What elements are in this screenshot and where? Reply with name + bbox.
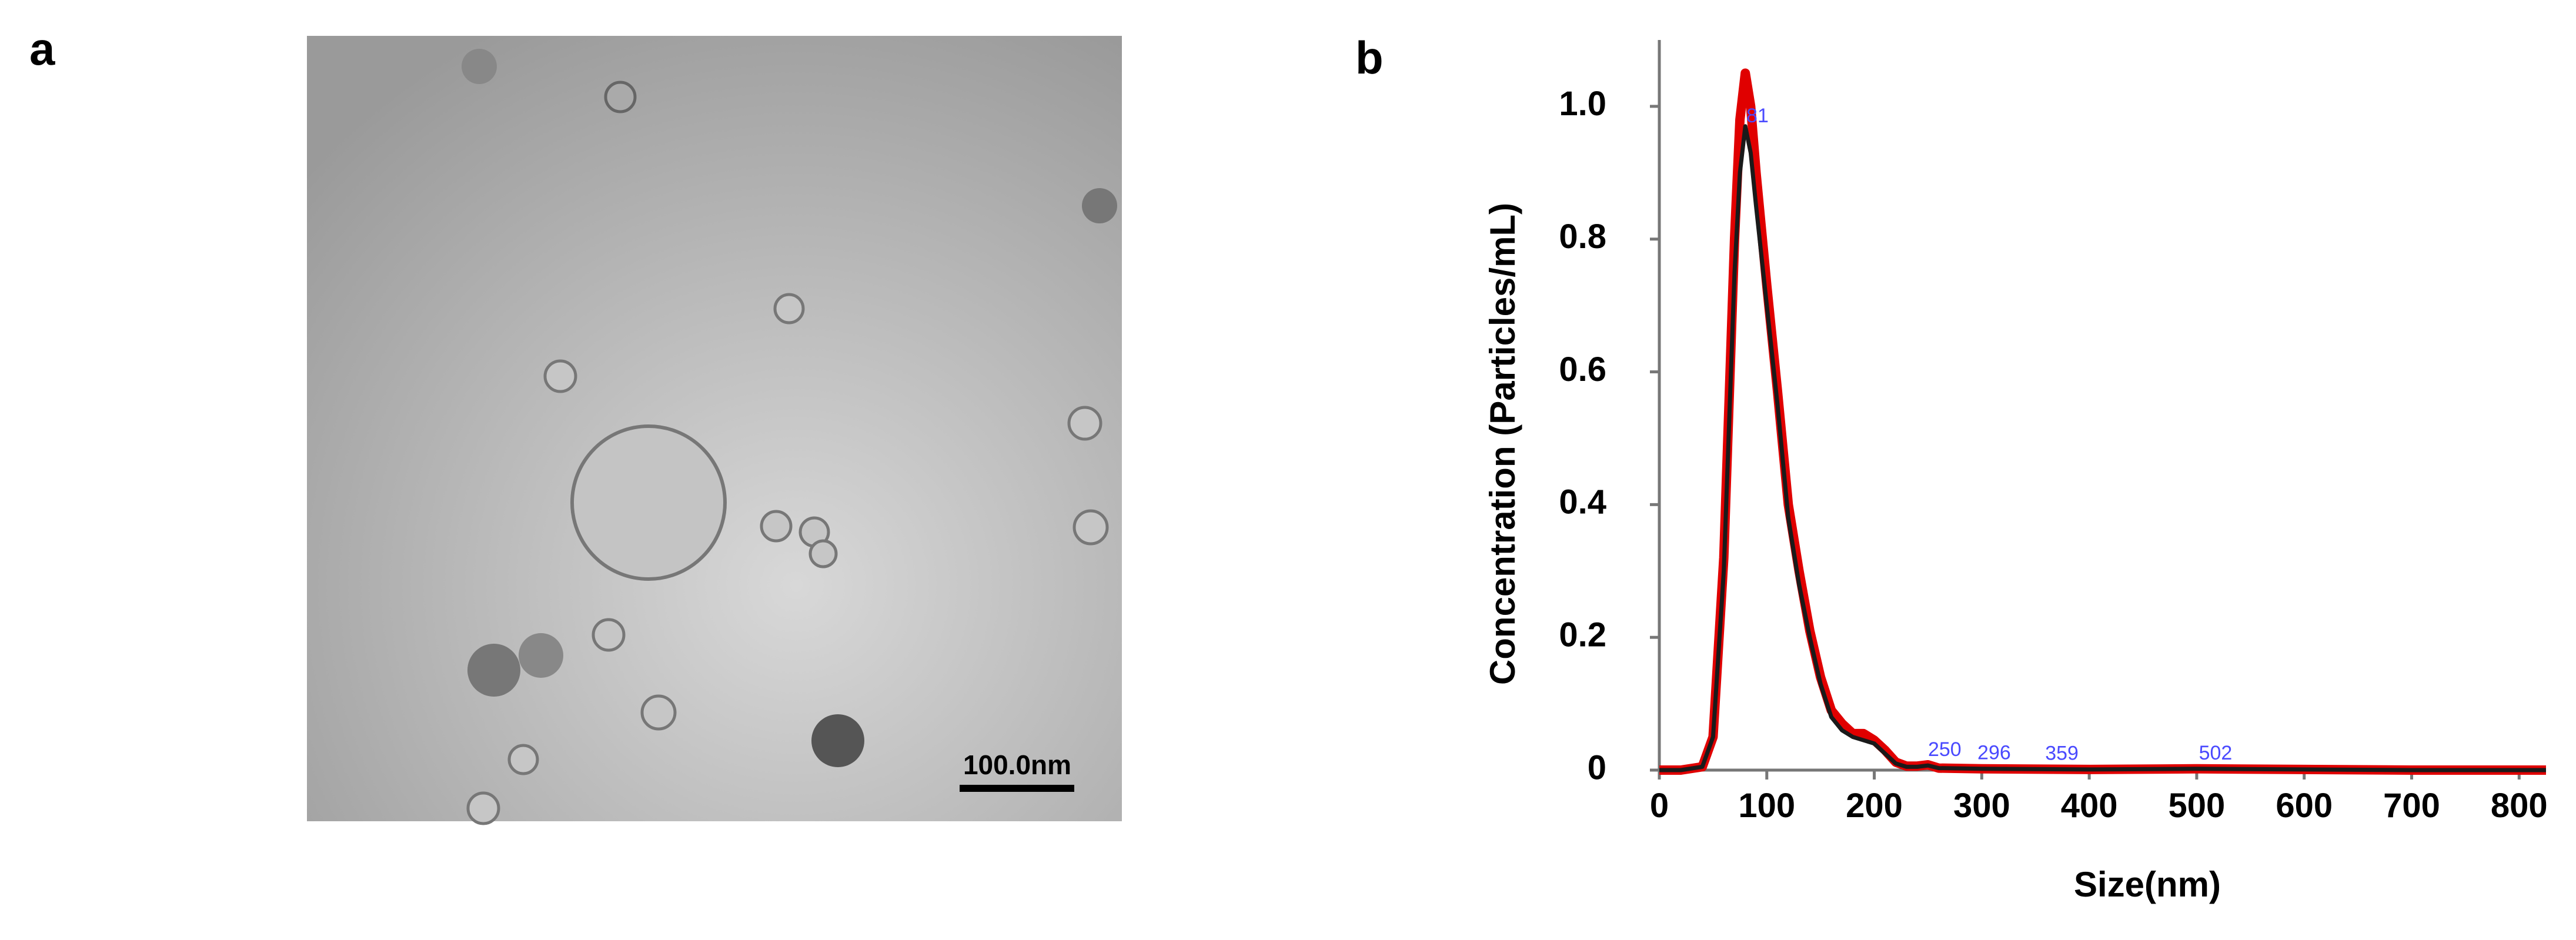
x-tick-label: 200 bbox=[1846, 787, 1903, 825]
x-tick-label: 0 bbox=[1650, 787, 1669, 825]
y-axis-title: Concentration (Particles/mL) bbox=[1483, 203, 1522, 685]
x-tick-label: 500 bbox=[2169, 787, 2226, 825]
peak-label: 81 bbox=[1746, 105, 1769, 127]
scale-bar-label: 100.0nm bbox=[963, 750, 1071, 780]
peak-label: 250 bbox=[1928, 738, 1962, 761]
panel-label: a bbox=[29, 23, 55, 75]
y-tick-label: 0.2 bbox=[1559, 616, 1606, 654]
x-tick-label: 700 bbox=[2383, 787, 2440, 825]
x-tick-label: 400 bbox=[2061, 787, 2118, 825]
scale-bar: 100.0nm bbox=[960, 750, 1074, 792]
micrograph bbox=[307, 36, 1122, 825]
panel-label: b bbox=[1355, 32, 1384, 83]
x-tick-label: 800 bbox=[2491, 787, 2548, 825]
x-tick-label: 100 bbox=[1738, 787, 1795, 825]
x-axis-title: Size(nm) bbox=[2074, 865, 2221, 904]
peak-label: 502 bbox=[2199, 742, 2233, 764]
peak-label: 296 bbox=[1977, 742, 2011, 764]
y-tick-label: 0.8 bbox=[1559, 218, 1606, 256]
y-tick-label: 0.4 bbox=[1559, 483, 1606, 521]
x-tick-label: 600 bbox=[2276, 787, 2333, 825]
y-tick-label: 1.0 bbox=[1559, 85, 1606, 123]
series-line bbox=[1659, 124, 2546, 772]
y-tick-label: 0.6 bbox=[1559, 350, 1606, 389]
peak-label: 359 bbox=[2045, 742, 2079, 764]
x-tick-label: 300 bbox=[1953, 787, 2010, 825]
series-line bbox=[1659, 68, 2546, 775]
y-tick-label: 0 bbox=[1588, 748, 1606, 787]
